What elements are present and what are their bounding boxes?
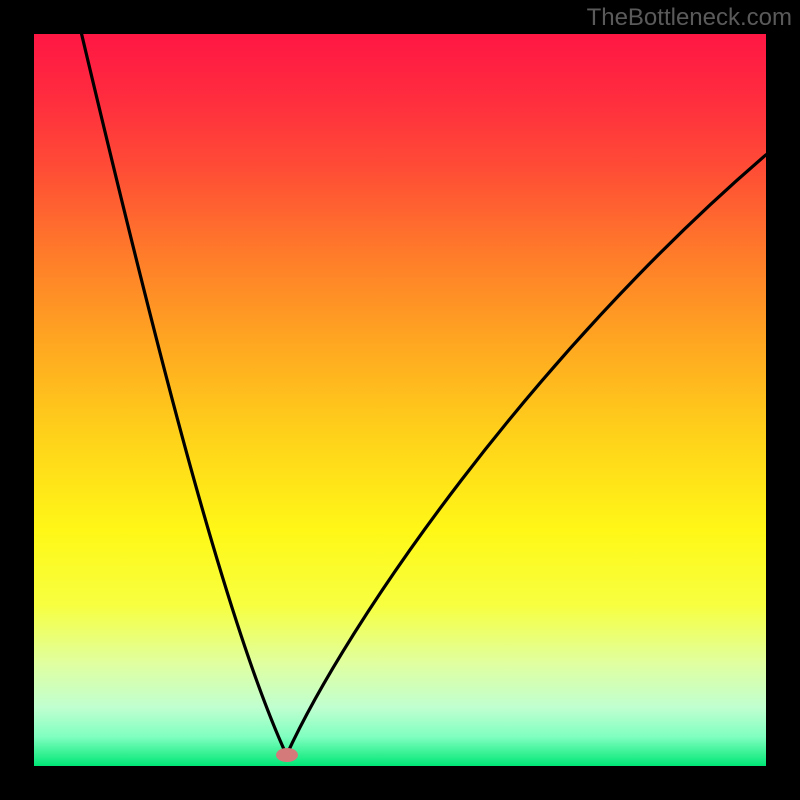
optimal-point-marker xyxy=(276,748,298,762)
watermark-text: TheBottleneck.com xyxy=(587,4,792,32)
bottleneck-curve xyxy=(34,34,766,766)
root-container: TheBottleneck.com xyxy=(0,0,800,800)
plot-area xyxy=(34,34,766,766)
chart-frame xyxy=(0,0,800,800)
